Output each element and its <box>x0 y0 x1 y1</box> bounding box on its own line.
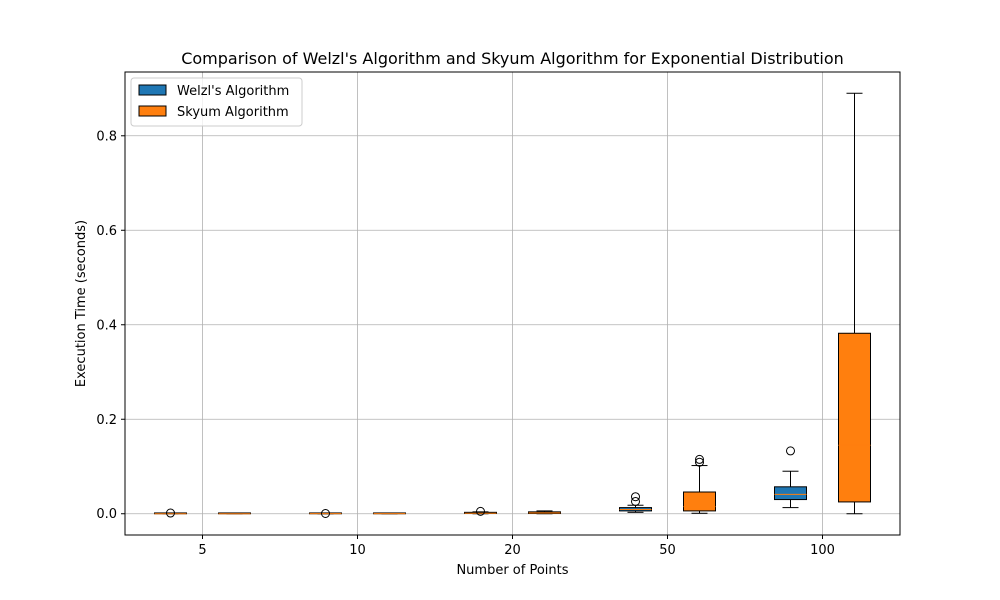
legend-frame <box>130 77 303 127</box>
x-tick-label: 20 <box>504 543 521 558</box>
x-tick-label: 50 <box>659 543 676 558</box>
box-plots <box>154 92 871 519</box>
y-tick-label: 0.4 <box>96 318 117 333</box>
box-skyum-5 <box>218 512 251 515</box>
legend-label-welzl: Welzl's Algorithm <box>177 84 289 99</box>
outlier-point <box>166 508 175 518</box>
outlier-point <box>476 506 485 516</box>
y-tick-label: 0.8 <box>96 129 117 144</box>
legend-label-skyum: Skyum Algorithm <box>177 105 289 120</box>
outlier-point <box>631 492 640 502</box>
box-skyum-20 <box>528 510 561 515</box>
box-welzl-20 <box>464 506 497 516</box>
legend: Welzl's Algorithm Skyum Algorithm <box>130 77 303 127</box>
legend-swatch-welzl <box>138 84 167 96</box>
iqr-box <box>683 491 716 512</box>
box-skyum-10 <box>373 512 406 515</box>
box-welzl-5 <box>154 508 187 518</box>
iqr-box <box>774 486 807 501</box>
axis-ticks: 0.0 0.2 0.4 0.6 0.8 5 10 20 50 100 <box>96 129 835 558</box>
legend-swatch-skyum <box>138 105 167 117</box>
x-tick-label: 100 <box>810 543 835 558</box>
x-tick-label: 10 <box>349 543 366 558</box>
grid <box>125 72 900 535</box>
box-welzl-100 <box>774 446 807 509</box>
outlier-point <box>786 446 795 456</box>
y-tick-label: 0.0 <box>96 507 117 522</box>
chart-title: Comparison of Welzl's Algorithm and Skyu… <box>181 49 844 68</box>
y-tick-label: 0.2 <box>96 413 117 428</box>
x-tick-label: 5 <box>198 543 206 558</box>
outlier-point <box>695 454 704 464</box>
outlier-point <box>631 496 640 506</box>
box-skyum-100 <box>838 92 871 515</box>
box-skyum-50 <box>683 454 716 514</box>
y-axis-label: Execution Time (seconds) <box>74 220 89 387</box>
box-welzl-10 <box>309 509 342 519</box>
box-welzl-50 <box>619 492 652 513</box>
x-axis-label: Number of Points <box>456 563 568 578</box>
y-tick-label: 0.6 <box>96 224 117 239</box>
outlier-point <box>321 509 330 519</box>
iqr-box <box>838 332 871 503</box>
outlier-point <box>695 457 704 467</box>
